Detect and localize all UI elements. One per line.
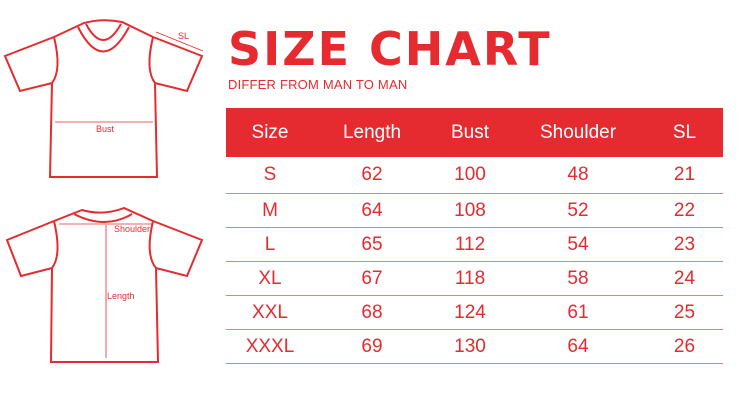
table-cell: 69	[361, 335, 383, 357]
size-table: Size Length Bust Shoulder SL S 62 100 48 21 M…	[226, 108, 723, 364]
table-cell: XXL	[252, 301, 288, 323]
table-cell: 68	[361, 301, 383, 323]
table-row: XXXL 69 130 64 26	[226, 330, 723, 364]
measurement-lines	[55, 31, 204, 358]
table-cell: S	[263, 164, 277, 185]
table-cell: 23	[673, 233, 696, 255]
table-cell: L	[264, 233, 276, 255]
front-tshirt-diagram	[3, 19, 204, 178]
header-cell: SL	[672, 121, 697, 143]
header-cell: Shoulder	[539, 121, 617, 143]
table-cell: 22	[673, 199, 696, 221]
table-cell: XXXL	[245, 335, 295, 357]
table-cell: 100	[454, 164, 486, 185]
sl-label: SL	[178, 31, 189, 41]
table-cell: 26	[673, 335, 696, 357]
table-row: L 65 112 54 23	[226, 228, 723, 262]
length-label: Length	[107, 291, 135, 301]
header-cell: Length	[342, 121, 402, 143]
table-cell: 67	[361, 267, 383, 289]
table-row: S 62 100 48 21	[226, 157, 723, 194]
page-title: SIZE CHART	[228, 22, 552, 76]
table-cell: 61	[567, 301, 589, 323]
table-cell: 65	[361, 233, 383, 255]
shoulder-label: Shoulder	[114, 224, 150, 234]
header-cell: Bust	[450, 121, 490, 143]
table-row: M 64 108 52 22	[226, 194, 723, 228]
table-row: XL 67 118 58 24	[226, 262, 723, 296]
table-cell: 64	[361, 199, 383, 221]
subtitle: DIFFER FROM MAN TO MAN	[228, 77, 408, 92]
table-header: Size Length Bust Shoulder SL	[226, 108, 723, 157]
table-cell: 62	[361, 164, 383, 185]
table-cell: 24	[673, 267, 696, 289]
table-cell: 54	[567, 233, 589, 255]
table-cell: 130	[454, 335, 486, 357]
tshirt-diagrams: SL Bust Shoulder Length	[3, 19, 204, 363]
table-cell: 21	[673, 164, 696, 185]
table-cell: 25	[673, 301, 696, 323]
table-cell: 118	[454, 267, 486, 289]
table-cell: 48	[567, 164, 589, 185]
back-tshirt-diagram	[5, 206, 204, 363]
table-cell: 112	[454, 233, 486, 255]
table-cell: 52	[567, 199, 589, 221]
table-cell: 58	[567, 267, 589, 289]
header-cell: Size	[251, 121, 289, 143]
bust-label: Bust	[96, 124, 115, 134]
table-cell: 124	[454, 301, 486, 323]
table-row: XXL 68 124 61 25	[226, 296, 723, 330]
table-cell: 64	[567, 335, 589, 357]
table-cell: 108	[454, 199, 486, 221]
table-cell: XL	[258, 267, 282, 289]
table-cell: M	[262, 199, 278, 221]
